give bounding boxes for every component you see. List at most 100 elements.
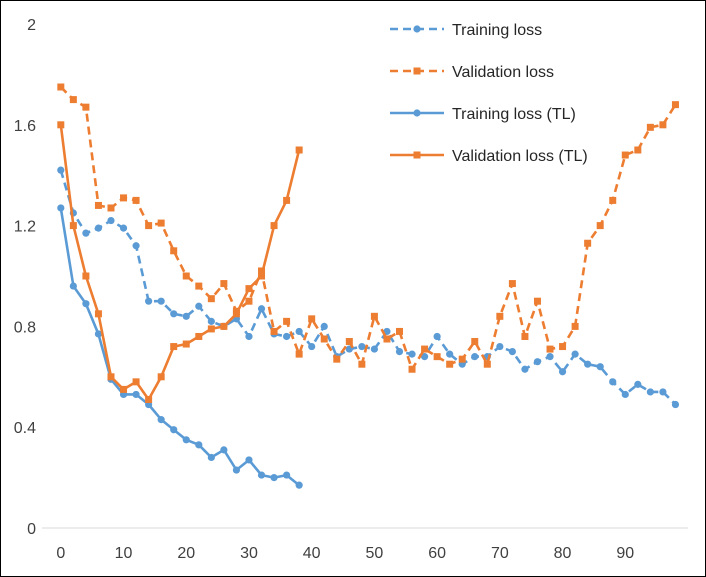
data-point — [120, 385, 128, 393]
legend-marker — [413, 67, 421, 75]
data-point — [145, 222, 153, 230]
legend-marker — [413, 109, 421, 117]
data-point — [446, 350, 454, 358]
data-point — [82, 300, 90, 308]
x-tick-label: 0 — [56, 545, 65, 562]
data-point — [170, 310, 178, 318]
data-point — [596, 222, 604, 230]
legend-item: Validation loss — [390, 64, 554, 81]
legend-label: Training loss — [452, 22, 542, 39]
data-point — [609, 196, 617, 204]
data-point — [433, 332, 441, 341]
x-axis: 0 10 20 30 40 50 60 70 80 90 — [42, 527, 688, 562]
data-point — [433, 353, 441, 361]
y-axis: 0 0.4 0.8 1.2 1.6 2 — [14, 17, 36, 538]
data-point — [57, 204, 65, 212]
series-training-loss — [57, 166, 680, 409]
data-point — [358, 360, 366, 368]
data-point — [333, 355, 341, 363]
data-point — [546, 345, 554, 353]
data-point — [195, 282, 203, 290]
data-point — [182, 272, 190, 280]
data-point — [584, 360, 592, 368]
series-line-validation-loss-tl — [59, 124, 301, 401]
data-point — [157, 219, 165, 227]
y-tick-label: 0.4 — [14, 420, 36, 437]
x-tick-label: 60 — [428, 545, 446, 562]
series-validation-loss-tl — [57, 121, 303, 403]
data-point — [370, 345, 379, 353]
data-point — [170, 247, 178, 255]
legend-label: Validation loss (TL) — [452, 148, 588, 165]
series-line-validation-loss — [59, 86, 677, 371]
data-point — [119, 224, 128, 232]
data-point — [157, 297, 165, 305]
data-point — [533, 297, 541, 305]
data-point — [69, 222, 77, 230]
data-point — [82, 229, 90, 237]
data-point — [157, 373, 165, 381]
data-point — [420, 353, 429, 361]
data-point — [232, 310, 240, 318]
data-point — [257, 471, 266, 479]
data-point — [621, 151, 629, 159]
plot-area — [57, 83, 680, 489]
data-point — [57, 121, 65, 129]
data-point — [533, 358, 542, 366]
data-point — [107, 204, 115, 212]
legend-marker — [413, 25, 421, 33]
data-point — [546, 353, 554, 361]
data-point — [232, 466, 241, 474]
data-point — [195, 302, 203, 310]
data-point — [207, 295, 215, 303]
data-point — [69, 282, 77, 290]
data-point — [57, 83, 65, 91]
data-point — [320, 322, 328, 330]
data-point — [132, 242, 140, 250]
data-point — [182, 340, 190, 348]
legend: Training loss Validation loss Training los… — [390, 22, 588, 165]
data-point — [207, 453, 215, 462]
data-point — [182, 436, 190, 444]
data-point — [370, 312, 378, 320]
data-point — [157, 416, 165, 424]
y-tick-label: 0 — [27, 521, 36, 538]
data-point — [170, 426, 178, 434]
x-tick-label: 20 — [177, 545, 195, 562]
legend-item: Training loss (TL) — [390, 106, 576, 123]
data-point — [283, 196, 291, 204]
data-point — [132, 196, 140, 204]
data-point — [120, 194, 128, 202]
data-point — [383, 335, 391, 343]
data-point — [320, 335, 328, 343]
data-point — [471, 338, 479, 346]
data-point — [659, 121, 667, 129]
data-point — [634, 146, 642, 154]
data-point — [132, 378, 140, 386]
y-tick-label: 1.6 — [14, 118, 36, 135]
data-point — [94, 224, 103, 232]
data-point — [207, 325, 215, 333]
data-point — [270, 474, 278, 482]
data-point — [508, 348, 516, 356]
data-point — [182, 312, 190, 320]
data-point — [634, 380, 642, 388]
data-point — [220, 322, 228, 330]
data-point — [94, 310, 102, 318]
legend-label: Validation loss — [452, 64, 554, 81]
data-point — [107, 216, 115, 225]
data-point — [596, 363, 604, 371]
data-point — [295, 327, 303, 336]
data-point — [145, 297, 153, 305]
data-point — [646, 123, 654, 131]
data-point — [258, 272, 266, 280]
data-point — [295, 481, 303, 489]
data-point — [270, 327, 278, 335]
data-point — [621, 390, 629, 399]
data-point — [358, 342, 366, 351]
data-point — [82, 272, 90, 280]
data-point — [395, 348, 404, 356]
y-tick-label: 0.8 — [14, 319, 36, 336]
data-point — [659, 388, 667, 396]
